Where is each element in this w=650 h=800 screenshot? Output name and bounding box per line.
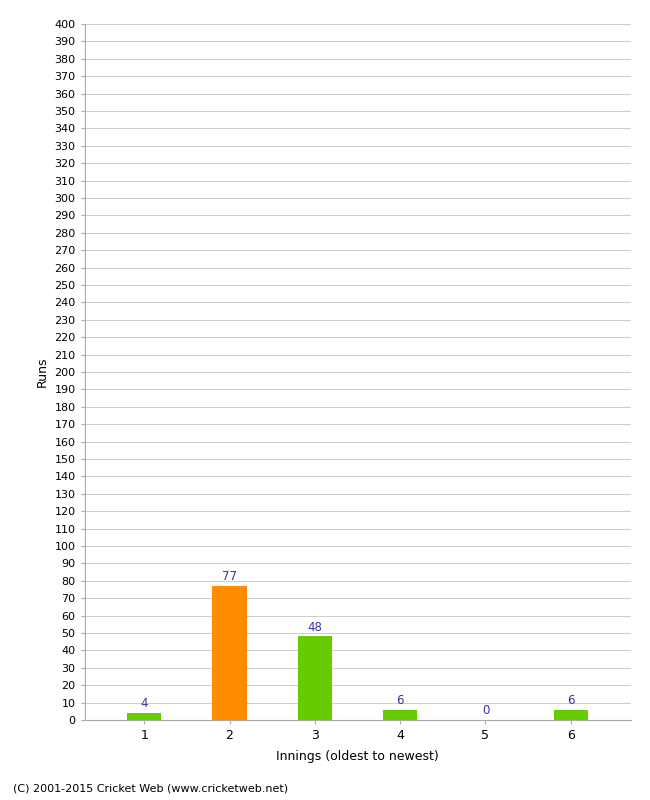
Text: 48: 48 bbox=[307, 621, 322, 634]
Text: 4: 4 bbox=[140, 698, 148, 710]
Text: 0: 0 bbox=[482, 704, 489, 718]
Bar bbox=[554, 710, 588, 720]
Text: 6: 6 bbox=[396, 694, 404, 707]
Text: (C) 2001-2015 Cricket Web (www.cricketweb.net): (C) 2001-2015 Cricket Web (www.cricketwe… bbox=[13, 784, 288, 794]
Y-axis label: Runs: Runs bbox=[36, 357, 49, 387]
Bar bbox=[298, 637, 332, 720]
Bar bbox=[383, 710, 417, 720]
Text: 6: 6 bbox=[567, 694, 575, 707]
Bar bbox=[213, 586, 246, 720]
Bar bbox=[127, 713, 161, 720]
X-axis label: Innings (oldest to newest): Innings (oldest to newest) bbox=[276, 750, 439, 763]
Text: 77: 77 bbox=[222, 570, 237, 583]
